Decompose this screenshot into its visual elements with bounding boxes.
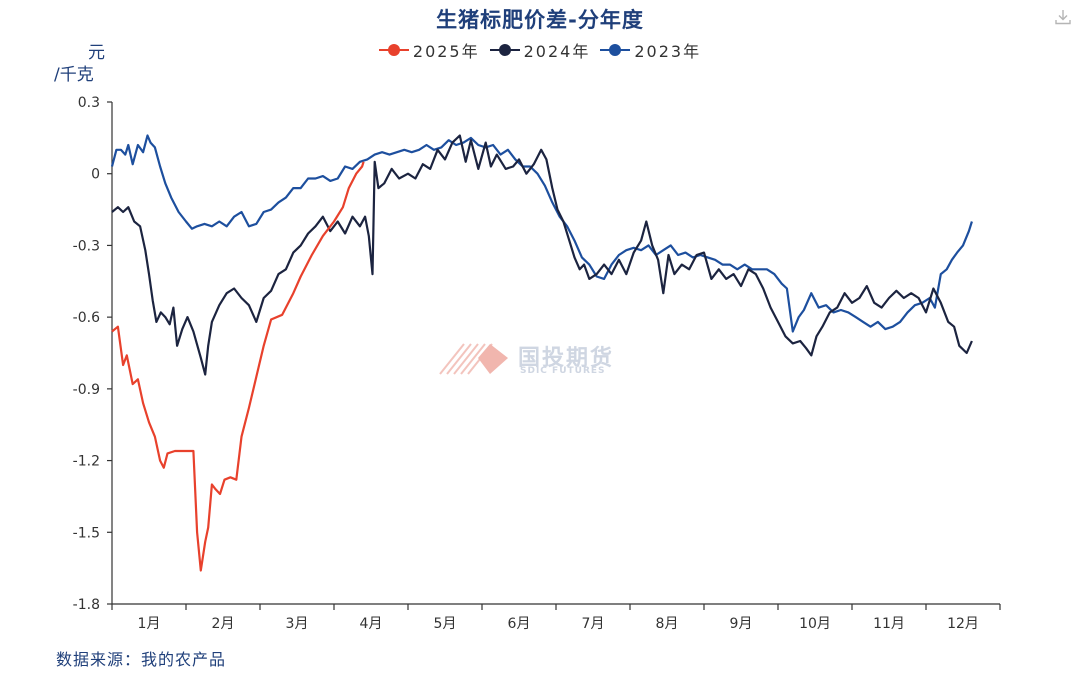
y-tick-label: -0.3 [73, 238, 100, 254]
legend-label: 2023年 [634, 42, 702, 61]
series-line-2024 [111, 134, 973, 376]
y-tick-label: -1.8 [73, 597, 100, 613]
y-tick-label: -0.9 [73, 382, 100, 398]
series-line-2025 [111, 161, 365, 572]
x-tick-label: 10月 [799, 616, 831, 632]
series-line-2023 [110, 134, 973, 333]
y-axis-unit-top: 元 [88, 43, 105, 63]
x-tick-label: 6月 [508, 616, 531, 632]
watermark-text: 国投期货 [518, 346, 615, 371]
watermark: 国投期货 SDIC FUTURES [438, 338, 638, 382]
y-axis-unit: 元 /千克 [54, 42, 105, 86]
y-tick-label: 0 [91, 167, 100, 183]
x-tick-label: 7月 [582, 616, 605, 632]
y-tick-label: -1.5 [73, 525, 100, 541]
watermark-subtext: SDIC FUTURES [520, 366, 606, 376]
x-tick-label: 4月 [360, 616, 383, 632]
download-icon[interactable] [1054, 8, 1072, 26]
legend-item-2025[interactable]: 2025年 [378, 38, 480, 62]
x-tick-label: 3月 [286, 616, 309, 632]
y-tick-label: -1.2 [73, 454, 100, 470]
y-tick-label: -0.6 [73, 310, 100, 326]
data-source: 数据来源：我的农产品 [56, 650, 227, 669]
x-tick-label: 9月 [730, 616, 753, 632]
x-tick-label: 12月 [947, 616, 979, 632]
x-tick-label: 8月 [656, 616, 679, 632]
x-tick-label: 11月 [873, 616, 905, 632]
x-tick-label: 2月 [212, 616, 235, 632]
legend-swatch-2023-icon [600, 43, 631, 57]
x-tick-label: 5月 [434, 616, 457, 632]
chart-title: 生猪标肥价差-分年度 [436, 8, 644, 32]
legend-swatch-2025-icon [378, 43, 409, 57]
y-axis-unit-bottom: /千克 [54, 65, 94, 85]
legend-item-2024[interactable]: 2024年 [489, 38, 591, 62]
chart-axes: 0.3 0 -0.3 -0.6 -0.9 -1.2 -1.5 -1.8 1月 2月 3月 4月 5月 6月… [73, 95, 1001, 632]
chart-series [110, 134, 973, 572]
legend-label: 2025年 [412, 42, 480, 61]
y-tick-label: 0.3 [78, 95, 100, 111]
watermark-logo-icon [439, 343, 508, 375]
chart-legend: 2025年 2024年 2023年 [0, 38, 1080, 62]
legend-swatch-2024-icon [489, 43, 520, 57]
legend-item-2023[interactable]: 2023年 [600, 38, 701, 62]
x-tick-label: 1月 [138, 616, 161, 632]
legend-label: 2024年 [523, 42, 591, 61]
